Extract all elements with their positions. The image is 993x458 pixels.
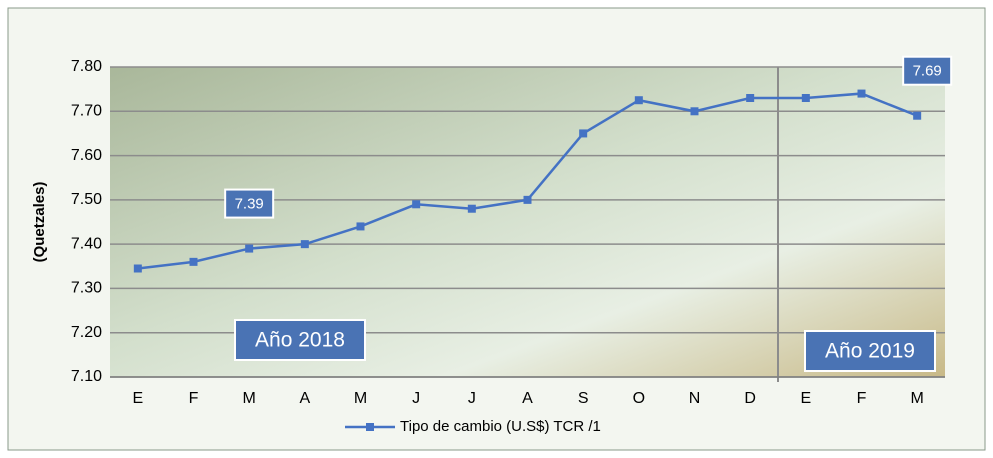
x-tick-label: D <box>744 390 756 407</box>
legend-label: Tipo de cambio (U.S$) TCR /1 <box>400 418 601 435</box>
annotation-box <box>804 330 936 372</box>
y-tick-label: 7.60 <box>71 147 102 164</box>
point-marker <box>801 94 810 102</box>
point-marker <box>579 129 588 138</box>
point-marker <box>356 222 365 231</box>
x-tick-label: J <box>412 390 420 407</box>
y-tick-label: 7.70 <box>71 103 102 120</box>
annotation: Año 2019 <box>825 340 915 363</box>
point-marker <box>133 264 142 273</box>
point-marker <box>690 107 699 116</box>
point-marker <box>300 240 309 249</box>
x-tick-label: M <box>354 390 367 407</box>
data-label-box <box>902 55 953 86</box>
x-tick-label: F <box>189 390 199 407</box>
annotation: Año 2018 <box>255 329 345 352</box>
point-marker <box>523 195 532 204</box>
x-tick-label: M <box>911 390 924 407</box>
x-tick-label: F <box>857 390 867 407</box>
point-marker <box>412 200 421 209</box>
x-tick-label: E <box>800 390 811 407</box>
point-marker <box>746 94 755 102</box>
x-tick-label: A <box>299 390 310 407</box>
point-marker <box>857 89 866 98</box>
annotation-box <box>234 319 366 361</box>
y-tick-label: 7.20 <box>71 324 102 341</box>
x-tick-label: N <box>689 390 701 407</box>
y-tick-label: 7.80 <box>71 58 102 75</box>
point-marker <box>189 257 198 266</box>
point-marker <box>467 204 476 213</box>
y-axis-label: (Quetzales) <box>31 182 48 263</box>
y-tick-label: 7.30 <box>71 280 102 297</box>
data-label: 7.39 <box>235 196 264 213</box>
y-tick-label: 7.40 <box>71 235 102 252</box>
x-tick-label: S <box>578 390 589 407</box>
legend-marker <box>366 423 374 431</box>
x-tick-label: E <box>132 390 143 407</box>
data-label: 7.69 <box>913 63 942 80</box>
point-marker <box>913 111 922 120</box>
y-tick-label: 7.50 <box>71 191 102 208</box>
data-label-box <box>224 188 275 219</box>
x-tick-label: M <box>243 390 256 407</box>
y-tick-label: 7.10 <box>71 368 102 385</box>
x-tick-label: J <box>468 390 476 407</box>
x-tick-label: O <box>633 390 645 407</box>
point-marker <box>634 96 643 105</box>
x-tick-label: A <box>522 390 533 407</box>
point-marker <box>245 244 254 253</box>
